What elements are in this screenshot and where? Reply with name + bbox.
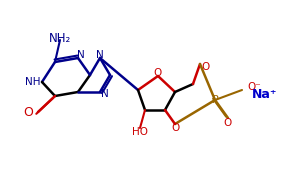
Text: N: N — [101, 89, 109, 99]
Text: O: O — [224, 118, 232, 128]
Text: P: P — [212, 95, 218, 105]
Text: O: O — [23, 105, 33, 118]
Text: N: N — [96, 50, 104, 60]
Text: Na⁺: Na⁺ — [252, 89, 278, 102]
Text: O: O — [154, 68, 162, 78]
Text: HO: HO — [132, 127, 148, 137]
Text: O: O — [201, 62, 209, 72]
Text: N: N — [77, 50, 85, 60]
Text: O: O — [171, 123, 179, 133]
Text: NH₂: NH₂ — [49, 32, 71, 45]
Text: O⁻: O⁻ — [247, 82, 261, 92]
Text: NH: NH — [25, 77, 40, 87]
